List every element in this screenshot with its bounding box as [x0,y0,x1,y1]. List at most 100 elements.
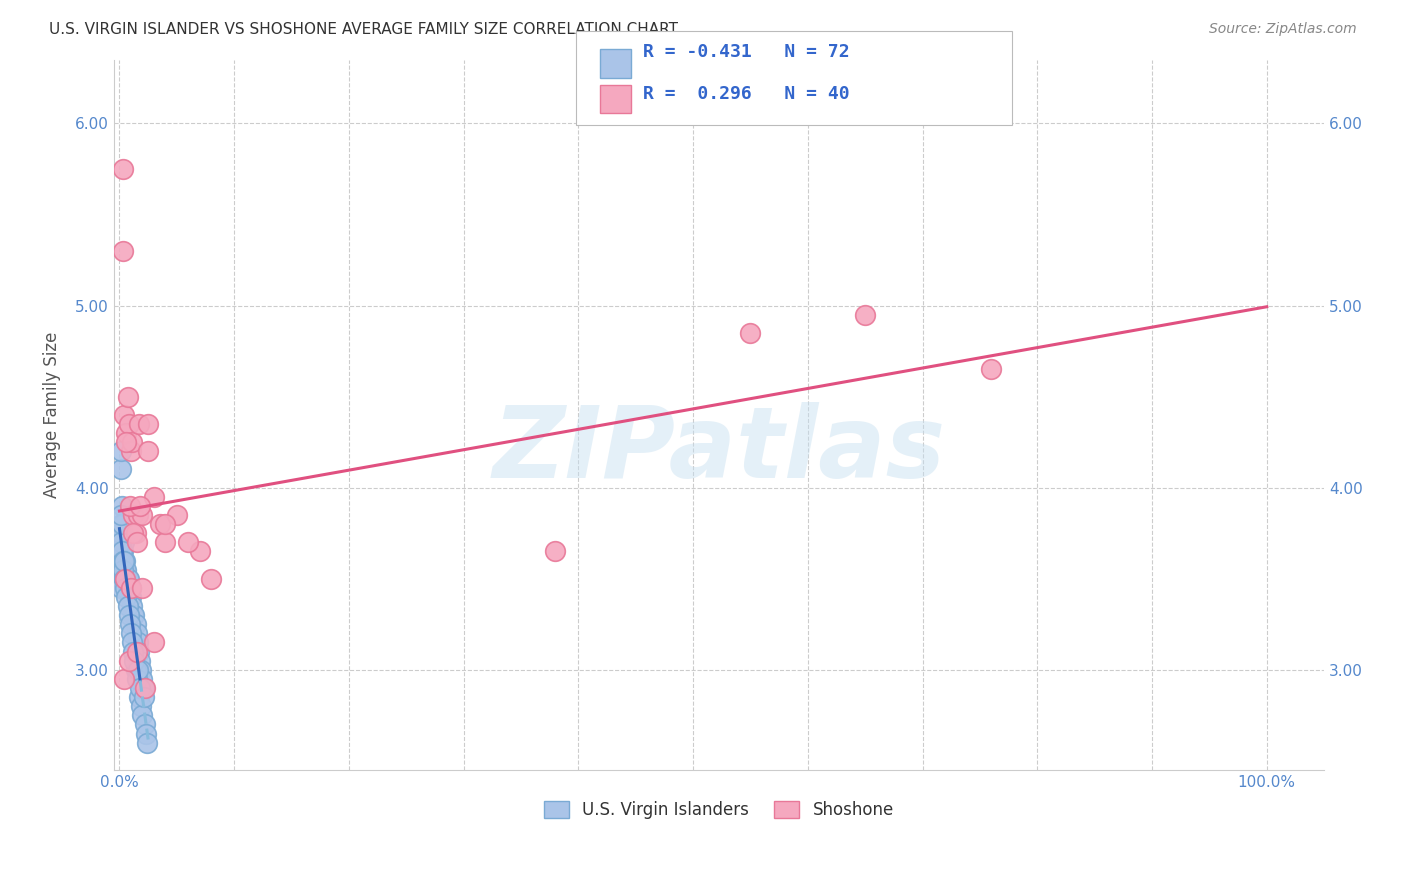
Point [110,553,132,567]
Legend: U.S. Virgin Islanders, Shoshone: U.S. Virgin Islanders, Shoshone [537,794,900,826]
Point [128,690,150,705]
Point [117,599,139,613]
Point [117,390,139,404]
Point [120,581,142,595]
Point [131,672,153,686]
Point [142,635,165,649]
Point [200,572,222,586]
Point [110,535,132,549]
Point [110,526,132,541]
Point [124,526,146,541]
Point [128,644,150,658]
Point [111,526,134,541]
Point [122,644,145,658]
Point [122,526,145,541]
Point [114,563,136,577]
Point [111,563,134,577]
Point [110,563,132,577]
Point [112,553,135,567]
Point [127,635,149,649]
Point [129,663,152,677]
Point [124,617,146,632]
Point [131,708,153,723]
Point [114,553,136,567]
Point [112,408,135,422]
Point [125,535,148,549]
Point [110,462,132,476]
Point [117,581,139,595]
Point [120,626,142,640]
Point [128,417,150,431]
Point [149,517,172,532]
Point [131,508,153,522]
Point [112,563,135,577]
Point [129,699,152,714]
Point [111,544,134,558]
Point [111,244,134,258]
Point [121,599,143,613]
Point [132,681,155,695]
Point [134,717,156,731]
Point [115,435,138,450]
Text: R = -0.431   N = 72: R = -0.431 N = 72 [643,43,849,61]
Point [111,535,134,549]
Point [114,572,136,586]
Point [127,508,149,522]
Point [110,544,132,558]
Point [118,499,141,513]
Point [115,590,138,604]
Point [121,635,143,649]
Point [136,417,159,431]
Point [740,326,762,340]
Point [112,572,135,586]
Point [135,726,157,740]
Point [120,590,142,604]
Point [115,425,138,440]
Point [111,563,134,577]
Point [111,161,134,176]
Point [118,417,141,431]
Point [111,553,134,567]
Point [155,535,177,549]
Point [129,681,152,695]
Point [122,508,145,522]
Point [110,444,132,458]
Point [110,581,132,595]
Point [110,517,132,532]
Point [155,517,177,532]
Point [980,362,1002,376]
Point [111,499,134,513]
Point [177,535,200,549]
Point [114,572,136,586]
Point [124,654,146,668]
Point [111,563,134,577]
Point [111,544,134,558]
Point [136,444,159,458]
Point [118,581,141,595]
Point [112,672,135,686]
Point [124,608,146,623]
Point [115,563,138,577]
Point [142,490,165,504]
Point [134,681,156,695]
Point [111,544,134,558]
Point [118,572,141,586]
Text: R =  0.296   N = 40: R = 0.296 N = 40 [643,85,849,103]
Point [122,608,145,623]
Point [118,608,141,623]
Point [125,644,148,658]
Point [110,535,132,549]
Point [118,617,141,632]
Point [120,444,142,458]
Y-axis label: Average Family Size: Average Family Size [44,332,60,498]
Point [129,499,152,513]
Point [131,581,153,595]
Point [118,654,141,668]
Point [124,663,146,677]
Point [544,544,567,558]
Point [110,572,132,586]
Point [120,581,142,595]
Point [114,581,136,595]
Point [125,626,148,640]
Point [166,508,188,522]
